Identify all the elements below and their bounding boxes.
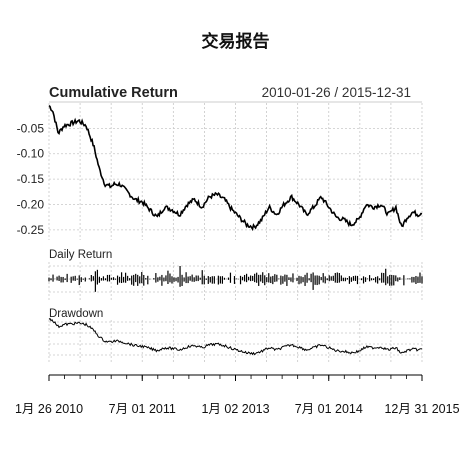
drawdown-title: Drawdown [49,308,103,320]
x-axis: 1月 26 2010 7月 01 2011 1月 02 2013 7月 01 2014… [15,374,460,416]
x-tick-label: 12月 31 2015 [384,402,459,416]
daily-return-panel: Daily Return [48,249,423,302]
daily-return-bars [48,265,423,292]
cumulative-return-y-axis: -0.05 -0.10 -0.15 -0.20 -0.25 [17,121,45,236]
x-axis-ticks: 1月 26 2010 7月 01 2011 1月 02 2013 7月 01 2014… [15,375,460,416]
x-tick-label: 7月 01 2011 [109,402,176,416]
x-tick-label: 7月 01 2014 [295,402,363,416]
cumulative-return-line [48,105,423,232]
drawdown-line [48,317,423,356]
drawdown-panel: Drawdown [48,308,423,362]
y-tick-label: -0.15 [17,172,45,186]
drawdown-grid [48,320,423,362]
y-tick-label: -0.10 [17,147,45,161]
chart-title: 交易报告 [202,31,270,52]
x-tick-label: 1月 26 2010 [15,402,83,416]
cumulative-return-panel: Cumulative Return 2010-01-26 / 2015-12-3… [17,85,423,240]
daily-return-title: Daily Return [49,249,112,261]
y-tick-label: -0.20 [17,197,45,211]
y-tick-label: -0.25 [17,223,45,237]
y-tick-label: -0.05 [17,121,45,135]
cumulative-return-title: Cumulative Return [49,85,178,101]
date-range-label: 2010-01-26 / 2015-12-31 [262,85,411,100]
daily-return-grid [48,262,423,302]
x-tick-label: 1月 02 2013 [201,402,269,416]
cumulative-return-grid [48,103,423,240]
